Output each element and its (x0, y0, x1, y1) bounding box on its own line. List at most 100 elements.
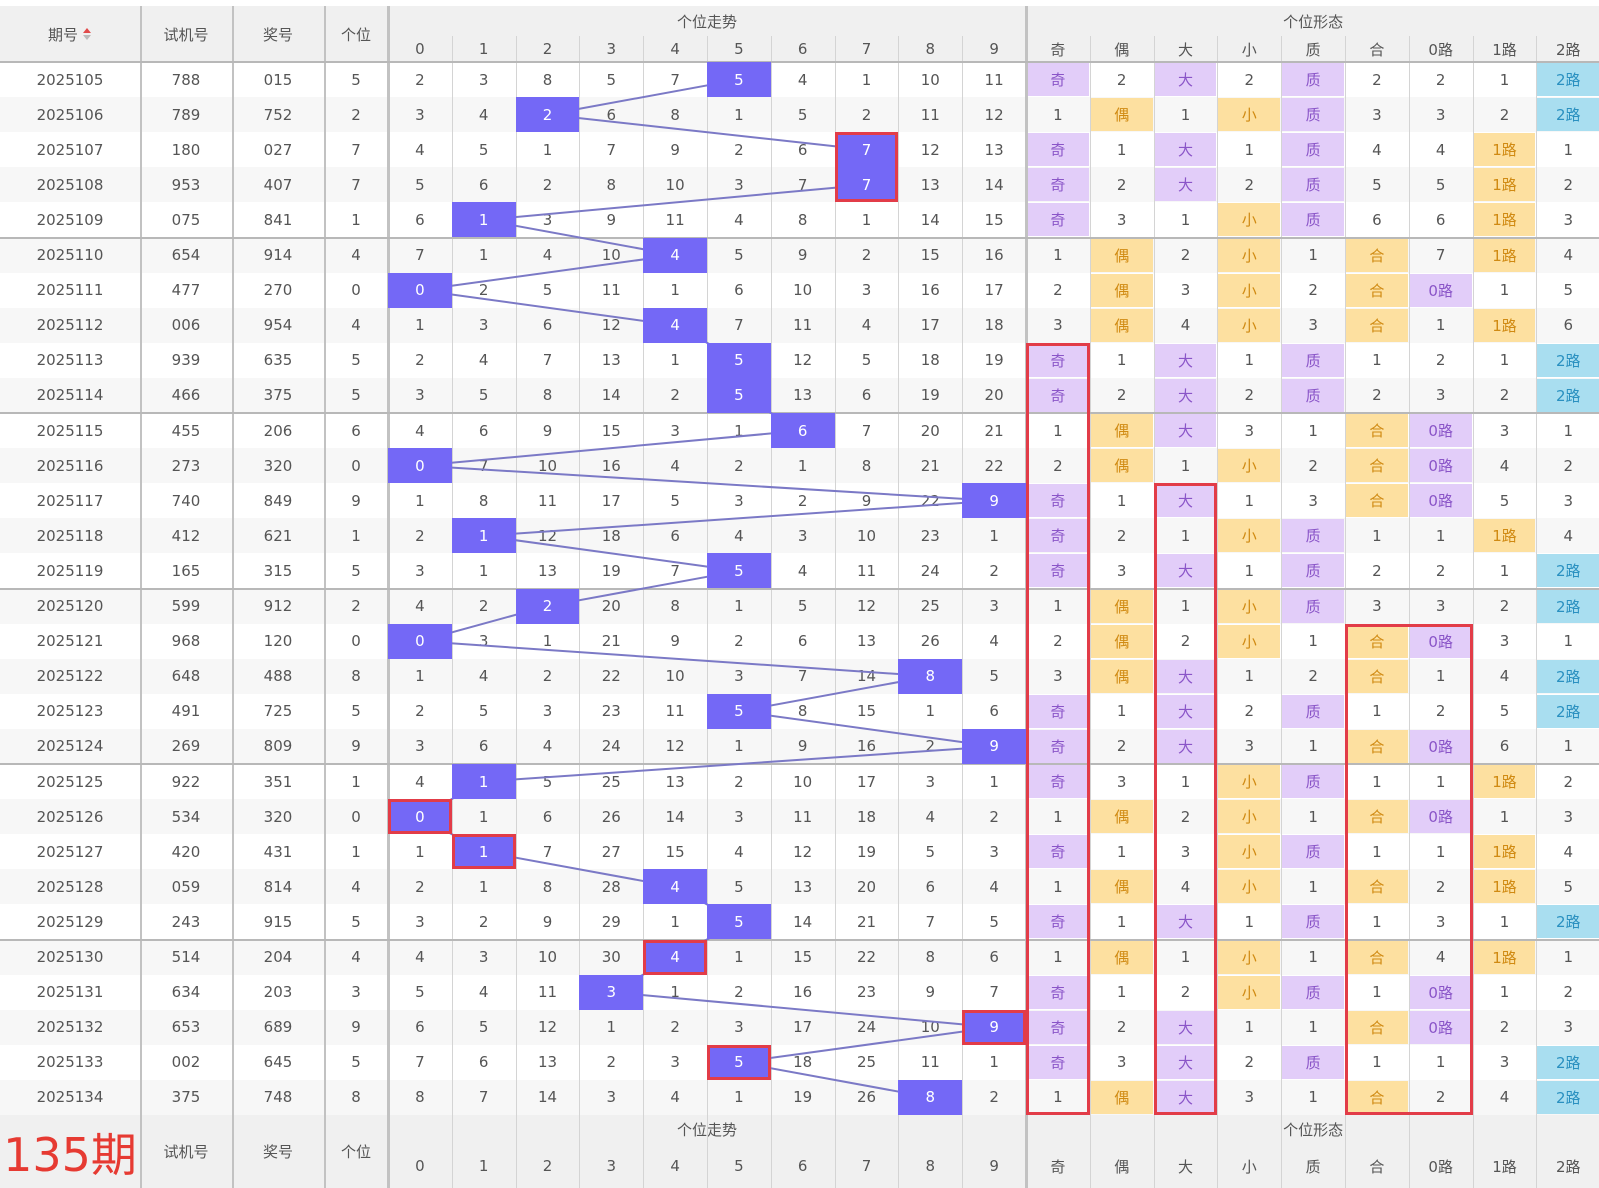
shape-cell: 2路 (1537, 905, 1599, 939)
trend-miss-cell: 22 (601, 667, 621, 686)
shape-cell: 1 (1372, 526, 1382, 545)
highlight-box-5 (707, 1044, 771, 1080)
row-unit: 9 (351, 1018, 361, 1037)
trend-miss-cell: 2 (861, 246, 872, 265)
shape-cell: 大 (1154, 343, 1217, 377)
row-trial: 648 (171, 667, 201, 686)
row-unit: 2 (351, 597, 361, 616)
footer-prize: 奖号 (232, 1115, 324, 1188)
shape-cell: 0路 (1409, 449, 1472, 483)
shape-cell: 2路 (1537, 343, 1599, 377)
shape-cell: 3 (1499, 1053, 1510, 1072)
shape-col-divider (1408, 36, 1410, 1188)
shape-col-divider (1472, 36, 1474, 1188)
header-shape-group: 个位形态 (1026, 6, 1599, 36)
trend-miss-cell: 6 (925, 877, 936, 896)
shape-cell: 2 (1180, 807, 1191, 826)
row-trial: 922 (171, 772, 201, 791)
row-issue: 2025105 (36, 70, 104, 89)
trend-miss-cell: 4 (734, 526, 744, 545)
shape-cell: 2路 (1537, 98, 1599, 132)
shape-cell: 2 (1116, 737, 1127, 756)
row-prize: 621 (263, 526, 293, 545)
shape-cell: 2 (1372, 386, 1382, 405)
trend-miss-cell: 14 (601, 386, 621, 405)
shape-cell: 4 (1180, 877, 1191, 896)
shape-cell: 5 (1499, 702, 1510, 721)
shape-cell: 质 (1282, 63, 1344, 97)
trend-miss-cell: 8 (606, 175, 617, 194)
trend-miss-cell: 5 (989, 912, 999, 931)
shape-cell: 质 (1282, 554, 1344, 588)
trend-col-divider (834, 36, 836, 1188)
trend-miss-cell: 9 (606, 210, 617, 229)
shape-cell: 1 (1244, 140, 1255, 159)
trend-miss-cell: 3 (478, 948, 489, 967)
row-unit: 5 (351, 70, 361, 89)
shape-cell: 3 (1499, 421, 1510, 440)
trend-miss-cell: 1 (478, 561, 489, 580)
shape-cell: 1 (1308, 246, 1318, 265)
shape-cell: 2路 (1537, 694, 1599, 728)
shape-cell: 合 (1346, 624, 1408, 658)
trend-miss-cell: 22 (856, 948, 877, 967)
shape-cell: 小 (1218, 765, 1281, 799)
shape-cell: 大 (1154, 1080, 1217, 1114)
shape-cell: 3 (1435, 105, 1446, 124)
row-issue: 2025122 (36, 667, 104, 686)
trend-miss-cell: 4 (542, 246, 553, 265)
trend-miss-cell: 13 (856, 632, 877, 651)
header-digit-5: 5 (707, 36, 771, 62)
shape-cell: 1 (1372, 702, 1382, 721)
trend-miss-cell: 1 (542, 632, 553, 651)
shape-cell: 1 (1116, 351, 1127, 370)
highlight-box-4 (643, 939, 707, 975)
trend-hit-cell: 2 (515, 588, 580, 624)
trend-miss-cell: 1 (670, 281, 680, 300)
trend-miss-cell: 9 (797, 737, 808, 756)
shape-cell: 2 (1180, 983, 1191, 1002)
header-digit-7: 7 (834, 36, 899, 62)
trend-col-divider (962, 36, 964, 1188)
trend-miss-cell: 8 (542, 877, 553, 896)
trend-miss-cell: 6 (478, 1053, 489, 1072)
trend-miss-cell: 21 (984, 421, 1004, 440)
shape-cell: 2 (1308, 281, 1318, 300)
trend-connector-line (419, 254, 676, 292)
trend-miss-cell: 15 (856, 702, 877, 721)
table-row (0, 623, 1599, 659)
trend-hit-cell: 1 (451, 764, 516, 800)
row-trial: 059 (171, 877, 201, 896)
trend-miss-cell: 11 (665, 210, 685, 229)
shape-cell: 4 (1499, 456, 1510, 475)
shape-cell: 奇 (1027, 168, 1089, 202)
header-issue[interactable]: 期号 (0, 6, 140, 62)
trend-miss-cell: 3 (542, 702, 553, 721)
trend-hit-cell: 5 (707, 904, 771, 940)
shape-cell: 2 (1563, 772, 1574, 791)
shape-cell: 1 (1180, 948, 1191, 967)
trend-miss-cell: 3 (925, 772, 936, 791)
row-issue: 2025126 (36, 807, 104, 826)
shape-cell: 1 (1499, 561, 1510, 580)
row-issue: 2025117 (36, 491, 104, 510)
trend-miss-cell: 3 (415, 737, 425, 756)
shape-cell: 1路 (1473, 870, 1536, 904)
trend-miss-cell: 25 (601, 772, 621, 791)
trend-miss-cell: 2 (478, 597, 489, 616)
shape-cell: 1 (1499, 983, 1510, 1002)
shape-cell: 质 (1282, 343, 1344, 377)
sort-arrows-icon[interactable] (82, 27, 92, 41)
trend-hit-cell: 4 (643, 307, 707, 343)
shape-cell: 奇 (1027, 378, 1089, 412)
trend-miss-cell: 24 (920, 561, 940, 580)
trend-connector-line (483, 499, 995, 537)
trend-miss-cell: 2 (415, 70, 425, 89)
table-row (0, 799, 1599, 835)
row-prize: 809 (263, 737, 293, 756)
column-divider (232, 6, 234, 1188)
shape-cell: 2 (1499, 597, 1510, 616)
shape-cell: 6 (1435, 210, 1446, 229)
shape-cell: 5 (1563, 281, 1574, 300)
shape-cell: 2路 (1537, 659, 1599, 693)
